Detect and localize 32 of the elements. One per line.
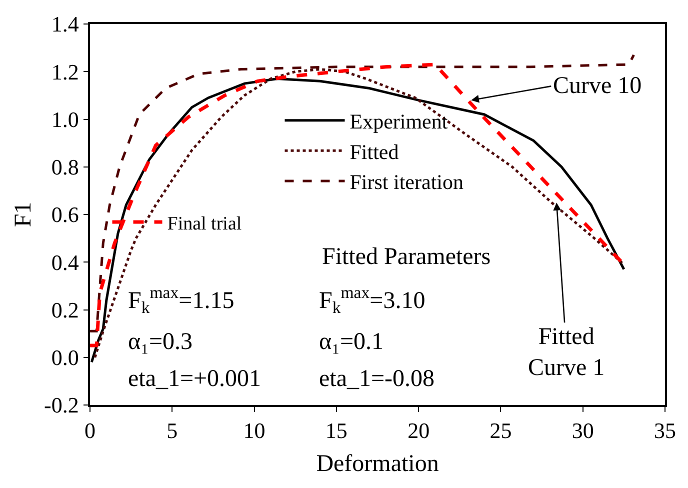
- x-tick-label: 30: [572, 418, 594, 444]
- x-tick-label: 5: [166, 418, 178, 444]
- x-tick-label: 0: [84, 418, 96, 444]
- annotation: eta_1=+0.001: [128, 366, 262, 392]
- legend-label: First iteration: [350, 170, 464, 194]
- y-tick-label: 1.4: [51, 12, 79, 37]
- x-axis-title: Deformation: [316, 450, 439, 477]
- y-tick-label: 0.0: [51, 345, 79, 370]
- legend-label: Experiment: [350, 110, 448, 134]
- y-axis-title: F1: [10, 202, 37, 228]
- y-tick-label: 0.2: [51, 297, 79, 322]
- legend-label: Fitted: [350, 140, 400, 164]
- y-tick-label: 1.2: [51, 59, 79, 84]
- annotation: α₁=0.1: [319, 329, 384, 355]
- x-tick-label: 15: [325, 418, 348, 444]
- y-tick-label: 0.8: [51, 154, 79, 180]
- x-tick-label: 10: [243, 418, 266, 444]
- annotation: eta_1=-0.08: [319, 366, 434, 392]
- annotation: α₁=0.3: [128, 329, 192, 355]
- annotation: F$_{k}$$^{max}$=3.10: [319, 283, 426, 318]
- annotation: F$_{k}$$^{max}$=1.15: [128, 283, 234, 318]
- annotation: Fitted Parameters: [322, 244, 491, 270]
- x-tick-label: 35: [654, 418, 676, 444]
- annotation: Curve 10: [553, 73, 642, 99]
- y-tick-label: -0.2: [44, 392, 79, 418]
- annotation: Fitted Curve 1: [528, 324, 605, 382]
- x-tick-label: 25: [490, 418, 512, 444]
- x-tick-label: 20: [408, 418, 430, 444]
- y-tick-label: 1.0: [51, 106, 79, 132]
- legend-label: Final trial: [167, 213, 242, 234]
- y-tick-label: 0.4: [51, 250, 79, 275]
- y-tick-label: 0.6: [51, 202, 79, 228]
